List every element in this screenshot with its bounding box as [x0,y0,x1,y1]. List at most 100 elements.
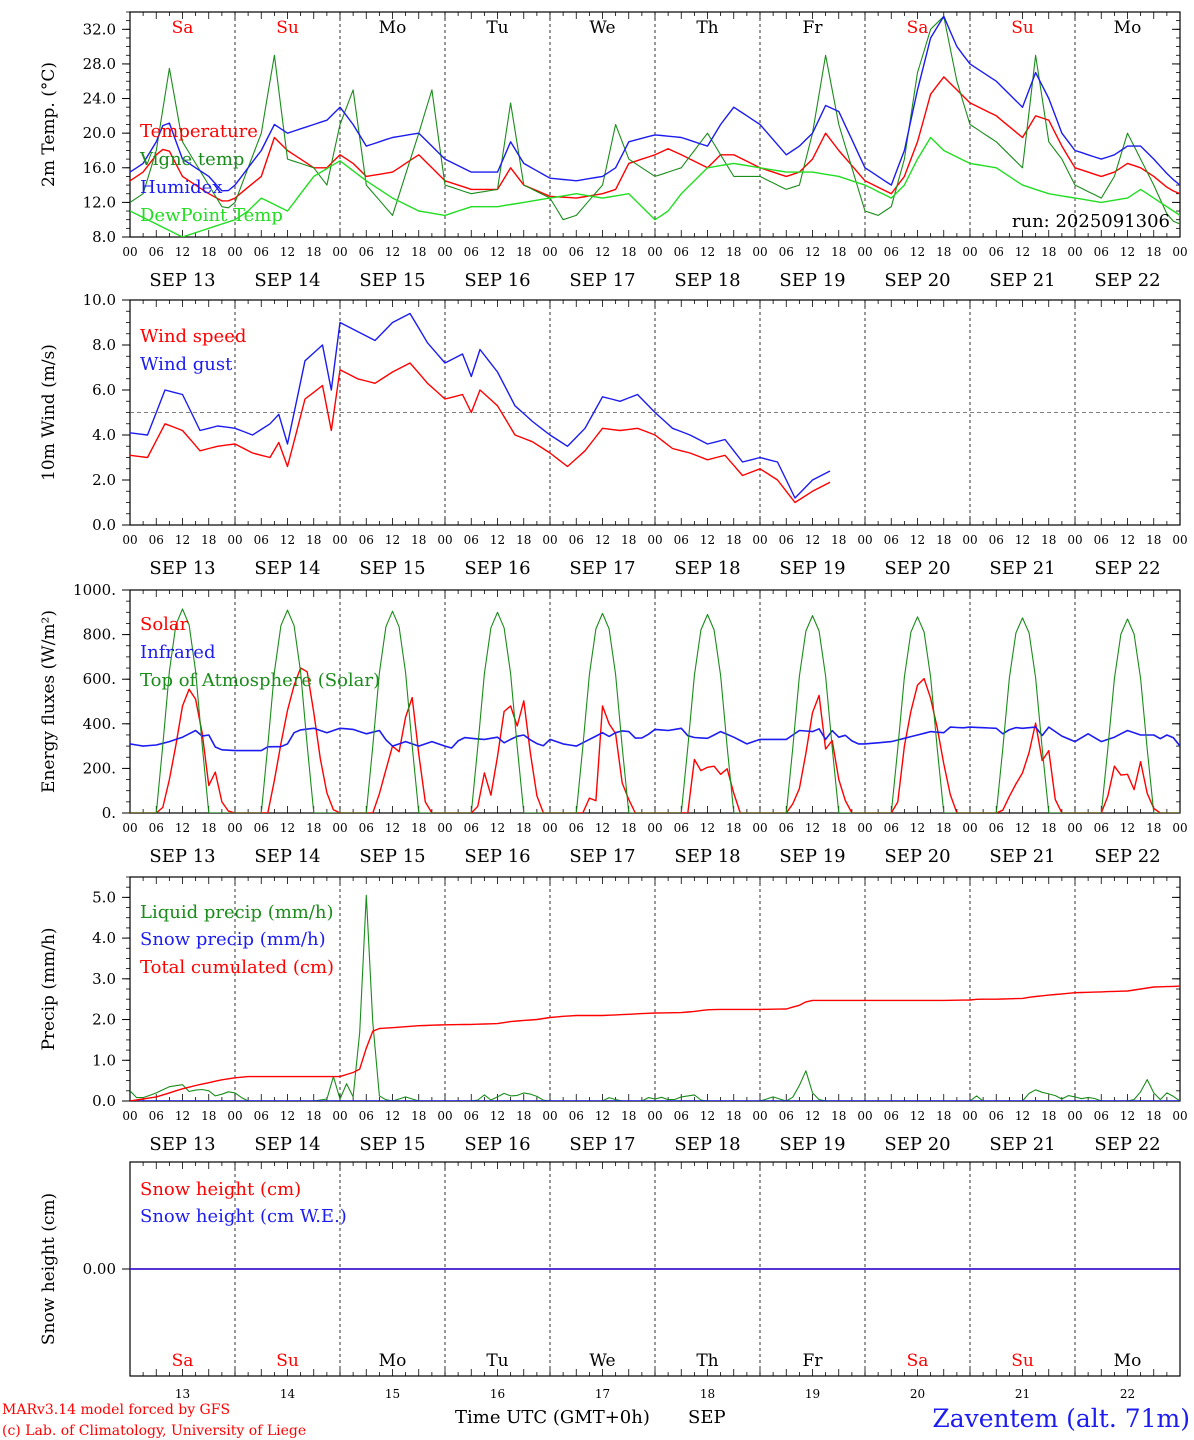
weekday-label: Sa [172,18,194,38]
weekday-label: Su [276,1351,299,1371]
series-group [130,894,1180,1101]
hour-tick-label: 18 [621,245,636,259]
hour-tick-label: 12 [805,1109,820,1123]
hour-tick-label: 12 [1120,1109,1135,1123]
hour-tick-label: 18 [201,245,216,259]
hour-tick-label: 18 [516,533,531,547]
date-label: SEP 21 [989,846,1055,867]
legend-entry: Wind speed [140,326,246,347]
y-tick-label: 600. [83,670,116,688]
hour-tick-label: 06 [359,533,374,547]
hour-tick-label: 00 [857,1109,872,1123]
hour-tick-label: 00 [752,533,767,547]
hour-tick-label: 12 [700,1109,715,1123]
date-label: SEP 15 [359,1134,425,1155]
hour-tick-label: 06 [569,1109,584,1123]
hour-tick-label: 12 [490,245,505,259]
hour-tick-label: 06 [464,1109,479,1123]
date-label: SEP 15 [359,846,425,867]
hour-tick-label: 06 [989,245,1004,259]
hour-tick-label: 00 [122,1109,137,1123]
legend-entry: Liquid precip (mm/h) [140,902,334,923]
series-line-1 [130,894,1180,1101]
series-line-2 [130,15,1180,225]
hour-tick-label: 12 [910,533,925,547]
hour-tick-label: 12 [1120,821,1135,835]
date-label: SEP 19 [779,270,845,291]
day-number-label: 15 [385,1387,400,1401]
hour-tick-label: 00 [542,821,557,835]
hour-tick-label: 00 [647,821,662,835]
y-tick-label: 1.0 [92,1051,116,1069]
footer-model-credit: MARv3.14 model forced by GFS [2,1402,230,1418]
day-number-label: 18 [700,1387,715,1401]
y-tick-label: 4.0 [92,929,116,947]
hour-tick-label: 06 [464,245,479,259]
hour-tick-label: 06 [149,1109,164,1123]
date-label: SEP 16 [464,1134,530,1155]
y-tick-label: 16.0 [83,159,116,177]
date-label: SEP 14 [254,1134,320,1155]
hour-tick-label: 12 [490,821,505,835]
date-label: SEP 17 [569,558,635,579]
hour-tick-label: 06 [464,821,479,835]
meteogram-panels: 8.0 12.0 16.0 20.0 24.0 28.0 32.0 2m Temp. (°C)… [39,11,1188,1401]
date-label: SEP 20 [884,558,950,579]
legend-entry: Vigne temp [139,149,244,170]
hour-tick-label: 18 [936,821,951,835]
hour-tick-label: 00 [647,533,662,547]
hour-tick-label: 18 [621,821,636,835]
date-label: SEP 20 [884,270,950,291]
hour-tick-label: 00 [1067,533,1082,547]
series-line-2 [130,312,831,499]
hour-tick-label: 06 [569,245,584,259]
weekday-label: Su [1011,18,1034,38]
hour-tick-label: 00 [647,245,662,259]
hour-tick-label: 12 [490,1109,505,1123]
date-label: SEP 21 [989,270,1055,291]
hour-tick-label: 06 [779,245,794,259]
hour-tick-label: 00 [962,821,977,835]
date-label: SEP 14 [254,270,320,291]
hour-tick-label: 00 [332,821,347,835]
series-line-3 [130,15,1180,192]
hour-tick-label: 12 [700,245,715,259]
hour-tick-label: 18 [726,821,741,835]
hour-tick-label: 00 [437,821,452,835]
hour-tick-label: 00 [542,245,557,259]
hour-tick-label: 06 [569,533,584,547]
weekday-label: Mo [379,1351,407,1371]
hour-tick-label: 12 [805,533,820,547]
hour-tick-label: 12 [700,533,715,547]
weekday-label: We [589,18,615,38]
hour-tick-label: 18 [411,821,426,835]
date-label: SEP 17 [569,846,635,867]
y-tick-label: 800. [83,626,116,644]
date-label: SEP 16 [464,558,530,579]
hour-tick-label: 06 [674,821,689,835]
hour-tick-label: 12 [175,245,190,259]
y-tick-label: 0.0 [92,516,116,534]
hour-tick-label: 00 [1067,1109,1082,1123]
hour-tick-label: 00 [542,533,557,547]
legend-entry: Temperature [140,121,258,142]
hour-tick-label: 18 [516,821,531,835]
hour-tick-label: 18 [1146,1109,1161,1123]
y-tick-label: 24.0 [83,90,116,108]
date-label: SEP 18 [674,1134,740,1155]
date-label: SEP 22 [1094,1134,1160,1155]
y-tick-label: 5.0 [92,888,116,906]
hour-tick-label: 18 [306,1109,321,1123]
date-label: SEP 15 [359,558,425,579]
panel-4: 0.0 1.0 2.0 3.0 4.0 5.0 Precip (mm/h) Liquid pr… [39,876,1188,1155]
hour-tick-label: 00 [962,1109,977,1123]
hour-tick-label: 00 [122,821,137,835]
date-label: SEP 17 [569,1134,635,1155]
hour-tick-label: 00 [542,1109,557,1123]
panel-1: 8.0 12.0 16.0 20.0 24.0 28.0 32.0 2m Temp. (°C)… [39,11,1188,291]
y-tick-label: 0.00 [83,1260,116,1278]
hour-tick-label: 06 [674,1109,689,1123]
series-group [130,312,831,504]
hour-tick-label: 06 [359,1109,374,1123]
